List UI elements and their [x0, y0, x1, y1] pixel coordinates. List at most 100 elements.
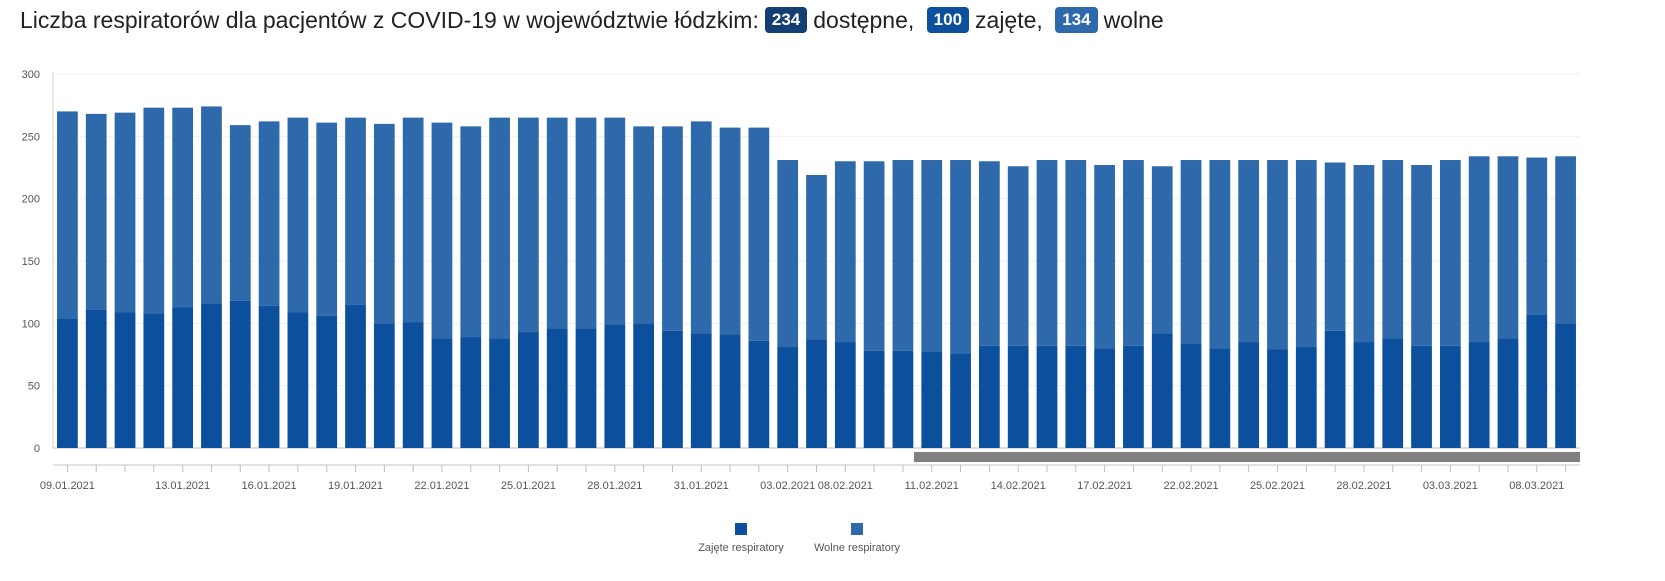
bar-occupied[interactable]	[1238, 342, 1260, 448]
bar-occupied[interactable]	[892, 350, 914, 448]
bar-occupied[interactable]	[1036, 345, 1058, 448]
bar-occupied[interactable]	[1411, 345, 1432, 448]
bar-occupied[interactable]	[834, 342, 856, 448]
bar-free[interactable]	[1411, 165, 1432, 346]
bar-free[interactable]	[1353, 165, 1375, 343]
bars[interactable]	[57, 106, 1576, 448]
bar-occupied[interactable]	[373, 323, 395, 448]
bar-occupied[interactable]	[1209, 348, 1231, 448]
bar-free[interactable]	[1555, 156, 1576, 324]
bar-free[interactable]	[892, 160, 914, 351]
bar-occupied[interactable]	[287, 312, 309, 448]
bar-occupied[interactable]	[1526, 314, 1548, 448]
bar-occupied[interactable]	[85, 309, 107, 448]
bar-free[interactable]	[1439, 160, 1461, 346]
legend-label-free[interactable]: Wolne respiratory	[814, 542, 900, 554]
bar-occupied[interactable]	[1353, 342, 1375, 448]
bar-occupied[interactable]	[1382, 338, 1404, 448]
bar-occupied[interactable]	[229, 300, 251, 448]
bar-free[interactable]	[373, 123, 395, 324]
bar-free[interactable]	[546, 117, 568, 329]
bar-occupied[interactable]	[1468, 342, 1490, 448]
bar-free[interactable]	[1209, 160, 1231, 349]
bar-occupied[interactable]	[460, 337, 482, 448]
bar-occupied[interactable]	[1324, 330, 1346, 448]
bar-free[interactable]	[57, 111, 78, 319]
bar-free[interactable]	[229, 125, 251, 301]
bar-free[interactable]	[633, 126, 655, 324]
bar-occupied[interactable]	[316, 315, 338, 448]
bar-free[interactable]	[863, 161, 885, 351]
bar-occupied[interactable]	[489, 338, 510, 448]
bar-occupied[interactable]	[690, 333, 712, 448]
bar-occupied[interactable]	[662, 330, 683, 448]
bar-occupied[interactable]	[258, 305, 280, 448]
bar-free[interactable]	[806, 174, 827, 340]
bar-free[interactable]	[287, 117, 309, 313]
bar-free[interactable]	[1468, 156, 1490, 343]
bar-occupied[interactable]	[1267, 349, 1288, 448]
bar-occupied[interactable]	[633, 323, 655, 448]
bar-free[interactable]	[258, 121, 280, 306]
bar-free[interactable]	[1036, 160, 1058, 346]
bar-free[interactable]	[85, 113, 107, 310]
bar-free[interactable]	[1267, 160, 1288, 350]
bar-occupied[interactable]	[402, 322, 424, 448]
bar-free[interactable]	[172, 107, 194, 308]
bar-free[interactable]	[1123, 160, 1144, 346]
bar-occupied[interactable]	[546, 328, 568, 448]
bar-occupied[interactable]	[114, 312, 136, 448]
bar-occupied[interactable]	[921, 352, 943, 448]
bar-occupied[interactable]	[1555, 323, 1576, 448]
scrollbar-thumb[interactable]	[914, 452, 1580, 462]
bar-occupied[interactable]	[1439, 345, 1461, 448]
bar-occupied[interactable]	[201, 303, 222, 448]
bar-occupied[interactable]	[57, 318, 78, 448]
bar-free[interactable]	[1497, 156, 1519, 339]
bar-free[interactable]	[1526, 157, 1548, 315]
bar-free[interactable]	[719, 127, 741, 335]
bar-free[interactable]	[431, 122, 453, 339]
bar-occupied[interactable]	[345, 304, 366, 448]
bar-free[interactable]	[1094, 165, 1115, 349]
bar-occupied[interactable]	[748, 340, 770, 448]
bar-free[interactable]	[1324, 162, 1346, 331]
legend-swatch-occupied[interactable]	[735, 523, 747, 535]
bar-free[interactable]	[690, 121, 712, 334]
bar-occupied[interactable]	[575, 328, 597, 448]
bar-occupied[interactable]	[1094, 348, 1115, 448]
bar-free[interactable]	[1180, 160, 1202, 344]
bar-free[interactable]	[777, 160, 799, 348]
bar-occupied[interactable]	[604, 324, 626, 448]
bar-occupied[interactable]	[777, 347, 799, 448]
bar-free[interactable]	[201, 106, 222, 304]
bar-free[interactable]	[460, 126, 482, 338]
bar-free[interactable]	[489, 117, 510, 339]
bar-occupied[interactable]	[1123, 345, 1144, 448]
bar-free[interactable]	[662, 126, 683, 331]
bar-occupied[interactable]	[950, 353, 971, 448]
bar-free[interactable]	[1295, 160, 1317, 348]
bar-free[interactable]	[834, 161, 856, 343]
legend-swatch-free[interactable]	[851, 523, 863, 535]
bar-free[interactable]	[1007, 166, 1029, 346]
bar-occupied[interactable]	[1180, 343, 1202, 448]
bar-occupied[interactable]	[518, 332, 539, 448]
bar-occupied[interactable]	[143, 313, 165, 448]
bar-free[interactable]	[604, 117, 626, 325]
bar-occupied[interactable]	[431, 338, 453, 448]
bar-occupied[interactable]	[1151, 333, 1173, 448]
bar-occupied[interactable]	[1065, 345, 1087, 448]
bar-free[interactable]	[1382, 160, 1404, 339]
legend[interactable]: Zajęte respiratory Wolne respiratory	[698, 523, 900, 554]
bar-free[interactable]	[143, 107, 165, 314]
bar-free[interactable]	[978, 161, 1000, 346]
bar-free[interactable]	[950, 160, 971, 354]
bar-free[interactable]	[1238, 160, 1260, 343]
bar-free[interactable]	[345, 117, 366, 305]
bar-occupied[interactable]	[806, 339, 827, 448]
bar-occupied[interactable]	[1497, 338, 1519, 448]
bar-free[interactable]	[402, 117, 424, 323]
bar-free[interactable]	[921, 160, 943, 353]
bar-free[interactable]	[575, 117, 597, 329]
